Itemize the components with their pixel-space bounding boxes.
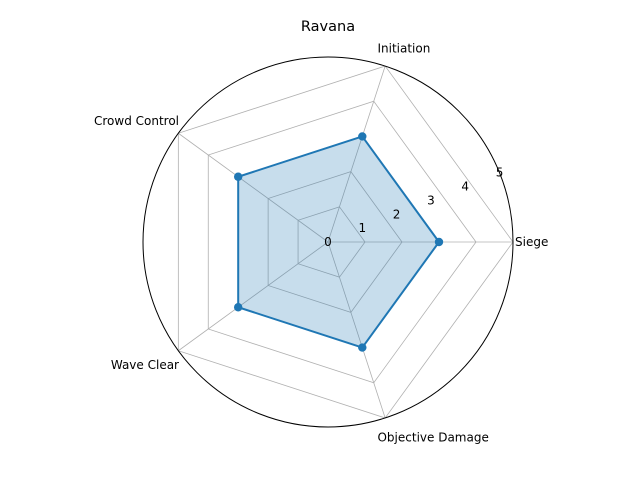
r-tick-label: 3 — [427, 193, 435, 207]
axis-label-objective-damage: Objective Damage — [377, 430, 488, 444]
r-tick-label: 1 — [358, 221, 366, 235]
r-tick-label: 4 — [461, 180, 469, 194]
grid-spoke-1 — [327, 65, 386, 243]
data-point-objective-damage — [358, 343, 367, 352]
axis-label-initiation: Initiation — [377, 42, 430, 56]
grid-spoke-3 — [178, 241, 329, 352]
series-0-area — [238, 136, 439, 348]
data-point-initiation — [358, 132, 367, 141]
r-tick-label: 0 — [324, 235, 332, 249]
axis-label-siege: Siege — [515, 235, 548, 249]
axis-label-wave-clear: Wave Clear — [111, 358, 179, 372]
series-0-line — [237, 135, 440, 349]
grid-spoke-4 — [327, 241, 386, 419]
grid-ring-4 — [207, 100, 477, 384]
data-point-siege — [434, 237, 444, 247]
data-point-wave-clear — [233, 303, 243, 312]
data-point-crowd-control — [233, 172, 243, 181]
grid-ring-1 — [297, 206, 366, 278]
outer-frame — [142, 56, 514, 428]
chart-title: Ravana — [301, 19, 355, 35]
grid-ring-5 — [177, 65, 514, 419]
axis-label-crowd-control: Crowd Control — [94, 114, 179, 128]
label-layer: 0 1 2 3 4 5 Siege Initiation Crowd Control Wave C… — [94, 42, 548, 445]
data-layer — [233, 132, 444, 352]
grid-spoke-2 — [178, 132, 329, 243]
r-tick-label: 5 — [496, 166, 504, 180]
r-tick-label: 2 — [393, 207, 401, 221]
grid-ring-2 — [267, 171, 403, 313]
